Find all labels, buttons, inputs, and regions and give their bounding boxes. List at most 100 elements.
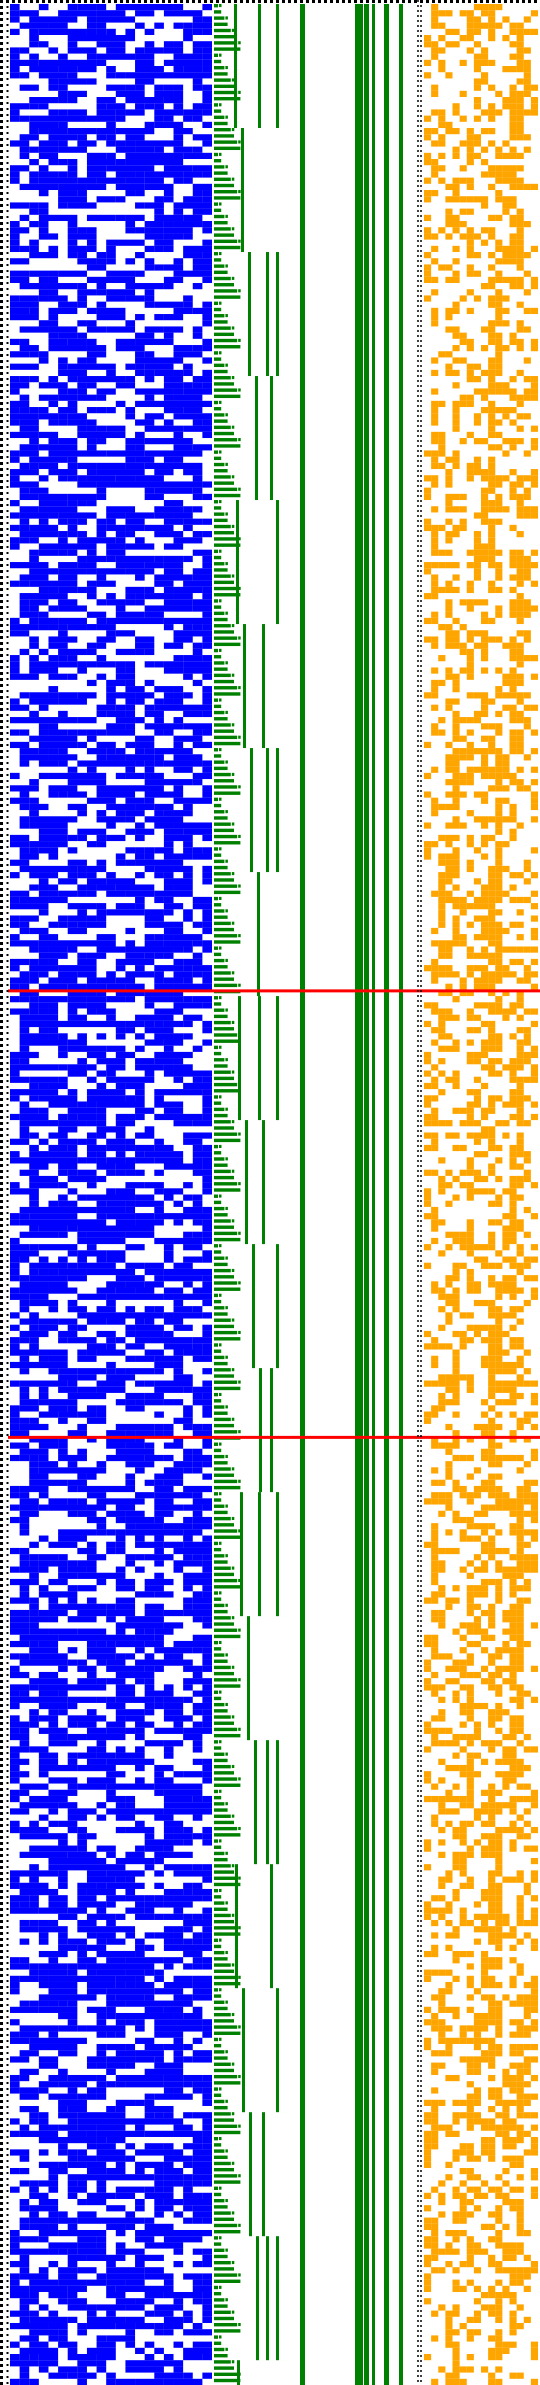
bit-cell (183, 710, 203, 718)
carry-cell (516, 1318, 524, 1325)
bit-cell (144, 1628, 155, 1635)
staircase-tick (231, 1913, 235, 1917)
bit-cell (173, 103, 184, 110)
carry-cell (530, 655, 539, 662)
carry-cell (452, 1045, 460, 1052)
carry-cell (431, 1039, 439, 1046)
bit-cell (106, 1541, 116, 1548)
bit-cell (10, 1721, 30, 1728)
bit-cell (154, 1516, 164, 1524)
bit-cell (106, 1442, 126, 1449)
bit-cell (202, 1219, 212, 1226)
carry-cell (459, 165, 467, 172)
bit-cell (115, 1275, 145, 1282)
carry-cell (530, 481, 539, 488)
bit-cell (163, 841, 174, 848)
carry-cell (516, 1039, 524, 1046)
bit-cell (173, 642, 184, 649)
bit-cell (202, 1876, 212, 1883)
bit-cell (202, 791, 212, 798)
bit-cell (115, 1690, 136, 1697)
bit-cell (38, 59, 97, 66)
bit-cell (163, 2291, 203, 2299)
bit-cell (77, 1033, 87, 1040)
bit-cell (10, 1665, 20, 1672)
staircase-step (214, 965, 228, 969)
bit-cell (19, 803, 30, 811)
bit-cell (115, 1169, 126, 1176)
bit-cell (29, 1653, 68, 1660)
staircase-tick (231, 673, 235, 677)
carry-cell (466, 1250, 474, 1257)
bit-cell (86, 239, 97, 246)
bit-cell (10, 1771, 20, 1778)
bit-cell (29, 2037, 87, 2044)
carry-cell (424, 128, 432, 135)
bit-cell (163, 927, 184, 935)
bit-cell (96, 655, 107, 662)
carry-cell (516, 748, 524, 755)
bit-cell (154, 1783, 203, 1790)
carry-cell (488, 419, 496, 426)
bit-cell (67, 1715, 107, 1722)
staircase-step (214, 1070, 231, 1074)
carry-cell (431, 766, 439, 773)
bit-cell (106, 2267, 145, 2274)
bit-cell (115, 989, 145, 997)
bit-cell (38, 1975, 49, 1982)
bit-cell (173, 2012, 184, 2020)
bit-cell (58, 791, 68, 798)
bit-cell (163, 382, 184, 389)
bit-cell (192, 1306, 203, 1313)
bit-cell (173, 221, 203, 228)
carry-cell (495, 1070, 503, 1077)
carry-cell (523, 630, 531, 637)
carry-cell (466, 1231, 474, 1238)
carry-cell (523, 1151, 531, 1158)
bit-cell (202, 2192, 212, 2199)
bit-cell (48, 419, 59, 426)
bit-cell (163, 661, 184, 668)
bit-cell (96, 1008, 116, 1015)
bit-cell (77, 531, 87, 538)
bit-cell (106, 506, 136, 513)
bit-cell (125, 698, 136, 705)
carry-cell (523, 946, 531, 953)
bit-cell (19, 72, 30, 79)
carry-cell (431, 450, 439, 457)
bit-cell (125, 741, 136, 749)
bit-cell (192, 1392, 203, 1400)
staircase-step (214, 1380, 238, 1384)
bit-cell (10, 1430, 30, 1437)
bit-cell (202, 915, 212, 922)
carry-cell (466, 363, 474, 370)
bit-cell (202, 1225, 212, 1232)
bit-cell (48, 1857, 107, 1865)
carry-cell (488, 369, 496, 377)
bit-cell (183, 2143, 203, 2150)
staircase-step (214, 2248, 225, 2252)
carry-cell (509, 221, 517, 228)
bit-cell (115, 1622, 164, 1629)
bit-cell (173, 1058, 184, 1065)
bit-cell (67, 791, 87, 798)
segment-bar (276, 748, 279, 873)
bit-cell (183, 1919, 212, 1927)
staircase-step (214, 2130, 241, 2135)
bit-cell (96, 599, 107, 606)
segment-bar (276, 1244, 279, 1369)
bit-cell (163, 419, 174, 426)
staircase-step (214, 78, 231, 82)
bit-cell (86, 679, 97, 687)
carry-cell (466, 605, 474, 612)
staircase-tick (231, 227, 235, 231)
carry-cell (481, 1299, 489, 1307)
carry-cell (459, 735, 467, 742)
bit-cell (163, 59, 174, 66)
carry-cell (509, 1089, 517, 1096)
carry-cell (530, 1244, 539, 1251)
staircase-step (214, 1566, 231, 1570)
bit-cell (10, 140, 30, 147)
staircase-step (214, 531, 234, 535)
staircase-step (214, 1498, 222, 1502)
